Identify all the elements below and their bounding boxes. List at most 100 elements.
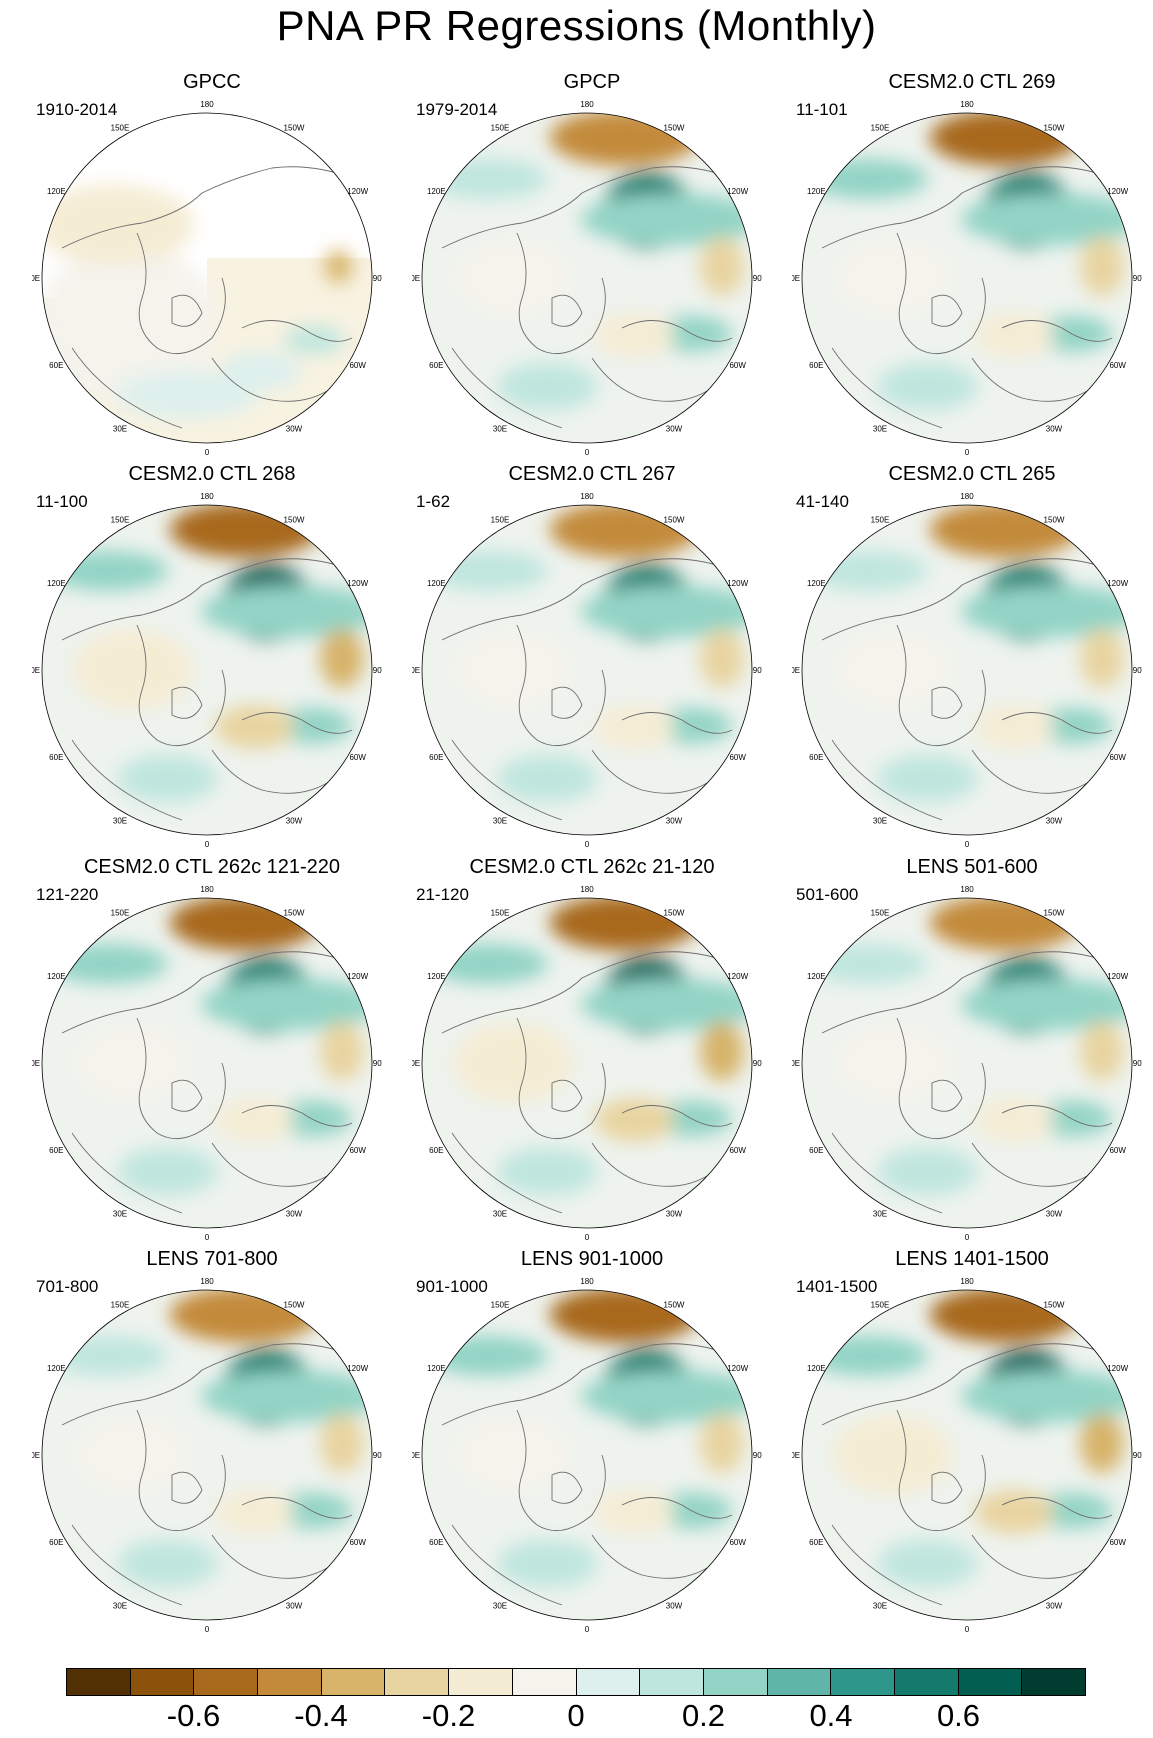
coastlines	[61, 166, 353, 429]
longitude-label: 150W	[284, 123, 305, 132]
anomaly-region	[549, 898, 700, 951]
longitude-label: 30E	[113, 1210, 127, 1219]
anomaly-region	[324, 250, 353, 283]
longitude-label: 60E	[809, 1146, 823, 1155]
longitude-label: 60W	[1109, 1146, 1126, 1155]
coastlines	[61, 1343, 353, 1606]
colorbar-swatch	[831, 1669, 895, 1695]
longitude-label: 90W	[753, 1059, 762, 1068]
longitude-label: 90W	[1133, 274, 1142, 283]
longitude-label: 150E	[111, 908, 130, 917]
polar-map: 180 150E 120E 90E 60E 30E 0 30W 60W 90W 120W 150W	[412, 885, 762, 1242]
colorbar-swatch	[321, 1669, 386, 1695]
longitude-label: 180	[960, 1277, 974, 1286]
anomaly-region	[960, 193, 1132, 246]
longitude-label: 120E	[427, 579, 446, 588]
longitude-label: 150W	[664, 1300, 685, 1309]
longitude-label: 90W	[1133, 666, 1142, 675]
anomaly-region	[960, 585, 1132, 638]
anomaly-region	[960, 978, 1132, 1031]
map-panel: CESM2.0 CTL 269 180 150E 120E 90E 60E 30E 0 30W 6…	[782, 70, 1153, 465]
panel-title: CESM2.0 CTL 265	[888, 463, 1056, 485]
longitude-label: 120E	[427, 187, 446, 196]
longitude-label: 30W	[286, 1602, 303, 1611]
longitude-label: 60W	[1109, 1538, 1126, 1547]
longitude-label: 90W	[1133, 1059, 1142, 1068]
polar-map: 180 150E 120E 90E 60E 30E 0 30W 60W 90W 120W 150W	[792, 492, 1142, 849]
anomaly-region	[497, 1539, 598, 1588]
coastlines	[61, 951, 353, 1214]
panel-period: 11-101	[796, 100, 848, 119]
map-panel: LENS 701-800 180 150E 120E 90E 60E 30E 0 30W 60W 9…	[22, 1247, 402, 1642]
panel-period: 1401-1500	[796, 1277, 878, 1296]
panel-period: 901-1000	[416, 1277, 488, 1296]
anomaly-region	[214, 1097, 295, 1142]
colorbar-swatch	[767, 1669, 832, 1695]
longitude-label: 30E	[493, 1602, 507, 1611]
longitude-label: 90W	[753, 666, 762, 675]
longitude-label: 0	[205, 448, 210, 457]
longitude-label: 30E	[873, 1602, 887, 1611]
longitude-label: 90W	[373, 1451, 382, 1460]
anomaly-region	[832, 630, 953, 710]
longitude-label: 150E	[111, 1300, 130, 1309]
colorbar-tick-label: 0.4	[809, 1698, 853, 1733]
polar-map: 180 150E 120E 90E 60E 30E 0 30W 60W 90W 120W 150W	[792, 885, 1142, 1242]
longitude-label: 30W	[1046, 817, 1063, 826]
anomaly-region	[117, 1147, 218, 1196]
longitude-label: 60W	[1109, 361, 1126, 370]
longitude-label: 180	[580, 1277, 594, 1286]
coastlines	[821, 558, 1113, 821]
polar-map: 180 150E 120E 90E 60E 30E 0 30W 60W 90W 120W 150W	[412, 1277, 762, 1634]
longitude-label: 30E	[113, 817, 127, 826]
colorbar-tick-label: 0	[567, 1698, 585, 1733]
longitude-label: 60E	[49, 361, 63, 370]
longitude-label: 60W	[349, 1538, 366, 1547]
polar-map: 180 150E 120E 90E 60E 30E 0 30W 60W 90W 120W 150W	[32, 492, 382, 849]
longitude-label: 90E	[32, 1451, 40, 1460]
longitude-label: 0	[585, 1233, 590, 1242]
anomaly-region	[594, 312, 675, 357]
longitude-label: 30W	[1046, 1210, 1063, 1219]
longitude-label: 120E	[47, 579, 66, 588]
longitude-label: 180	[960, 492, 974, 501]
anomaly-region	[1079, 628, 1124, 689]
colorbar-swatch	[512, 1669, 577, 1695]
colorbar-swatch	[449, 1669, 513, 1695]
panel-title: LENS 901-1000	[520, 1248, 664, 1270]
colorbar-swatch	[67, 1669, 131, 1695]
anomaly-region	[974, 312, 1055, 357]
anomaly-region	[284, 325, 345, 354]
longitude-label: 180	[960, 100, 974, 109]
panel-title: CESM2.0 CTL 262c 121-220	[83, 856, 341, 878]
colorbar-swatch	[576, 1669, 641, 1695]
longitude-label: 60E	[429, 1146, 443, 1155]
longitude-label: 0	[965, 840, 970, 849]
polar-map: 180 150E 120E 90E 60E 30E 0 30W 60W 90W 120W 150W	[32, 1277, 382, 1634]
longitude-label: 90W	[753, 1451, 762, 1460]
longitude-label: 0	[965, 1233, 970, 1242]
panel-title: GPCC	[183, 71, 241, 93]
anomaly-region	[1079, 1413, 1124, 1474]
longitude-label: 90W	[373, 1059, 382, 1068]
longitude-label: 150E	[491, 1300, 510, 1309]
longitude-label: 60E	[49, 1538, 63, 1547]
anomaly-region	[42, 184, 195, 265]
anomaly-region	[549, 113, 700, 166]
coastlines	[61, 558, 353, 821]
coastlines	[821, 951, 1113, 1214]
anomaly-region	[117, 754, 218, 803]
longitude-label: 60E	[49, 1146, 63, 1155]
anomaly-region	[580, 193, 752, 246]
longitude-label: 120W	[347, 579, 368, 588]
longitude-label: 120W	[347, 1364, 368, 1373]
longitude-label: 150W	[1044, 1300, 1065, 1309]
longitude-label: 90W	[753, 274, 762, 283]
longitude-label: 150W	[664, 123, 685, 132]
longitude-label: 120W	[1107, 972, 1128, 981]
anomaly-region	[580, 585, 752, 638]
longitude-label: 120W	[1107, 579, 1128, 588]
panel-title: CESM2.0 CTL 267	[508, 463, 676, 485]
anomaly-region	[452, 630, 573, 710]
longitude-label: 30E	[873, 817, 887, 826]
